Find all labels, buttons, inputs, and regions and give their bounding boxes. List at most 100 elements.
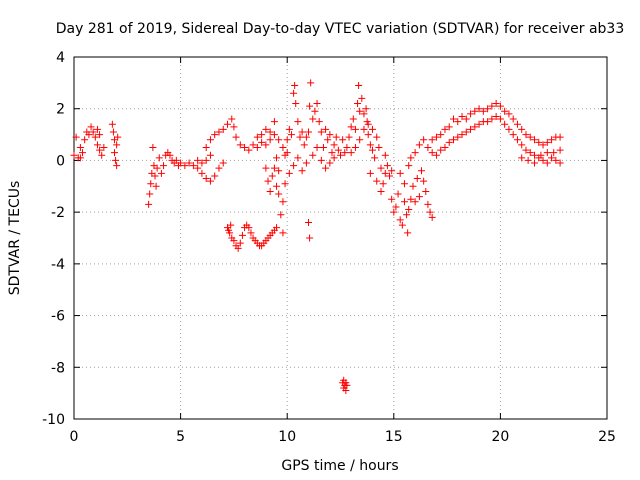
data-point-0-133 xyxy=(296,133,304,141)
data-point-0-303 xyxy=(531,159,539,167)
data-point-0-68 xyxy=(232,133,240,141)
data-point-0-201 xyxy=(377,187,385,195)
data-point-0-264 xyxy=(535,138,543,146)
data-point-0-190 xyxy=(383,162,391,170)
data-point-0-226 xyxy=(420,177,428,185)
data-point-0-223 xyxy=(413,175,421,183)
data-point-0-26 xyxy=(145,200,153,208)
data-point-0-238 xyxy=(424,144,432,151)
data-point-0-73 xyxy=(253,144,261,151)
data-point-0-153 xyxy=(337,151,344,159)
data-point-0-61 xyxy=(206,136,214,144)
data-point-0-141 xyxy=(311,107,319,115)
data-point-0-144 xyxy=(317,128,325,136)
data-point-0-185 xyxy=(373,133,381,141)
data-point-0-163 xyxy=(306,234,314,242)
data-point-0-186 xyxy=(375,144,383,151)
data-point-0-187 xyxy=(377,164,385,172)
data-point-0-240 xyxy=(432,133,440,141)
data-point-0-28 xyxy=(147,180,155,188)
data-point-0-232 xyxy=(400,180,408,188)
data-point-0-274 xyxy=(445,138,453,146)
data-point-0-63 xyxy=(215,128,223,136)
data-point-0-106 xyxy=(227,221,235,229)
y-tick-label-5: 0 xyxy=(56,153,65,169)
data-point-0-4 xyxy=(79,149,87,157)
data-point-0-132 xyxy=(294,118,302,126)
data-point-0-33 xyxy=(152,182,160,190)
data-point-0-202 xyxy=(381,151,389,159)
data-point-0-242 xyxy=(441,125,449,133)
data-point-0-70 xyxy=(241,144,249,151)
data-point-0-53 xyxy=(194,156,202,164)
data-point-0-138 xyxy=(306,102,314,110)
data-point-0-120 xyxy=(275,190,283,198)
x-tick-label-4: 20 xyxy=(491,429,509,445)
data-point-0-125 xyxy=(281,180,289,188)
data-point-0-66 xyxy=(228,115,236,123)
data-point-0-49 xyxy=(194,164,202,172)
data-point-0-1 xyxy=(72,133,80,141)
data-point-0-117 xyxy=(273,154,281,162)
data-point-0-135 xyxy=(300,141,308,149)
data-point-0-19 xyxy=(109,128,117,136)
data-point-0-111 xyxy=(270,118,278,126)
data-point-0-174 xyxy=(354,100,362,108)
data-point-0-156 xyxy=(343,144,351,151)
data-point-0-35 xyxy=(155,154,163,162)
data-point-0-159 xyxy=(294,154,302,162)
data-point-0-197 xyxy=(364,120,372,128)
data-point-0-108 xyxy=(258,131,266,139)
data-point-0-47 xyxy=(185,159,193,167)
data-point-0-88 xyxy=(238,231,246,239)
data-point-0-27 xyxy=(146,190,154,198)
data-point-0-247 xyxy=(462,115,470,123)
data-point-0-65 xyxy=(224,120,232,128)
data-point-0-121 xyxy=(277,211,285,219)
data-point-0-107 xyxy=(253,133,261,141)
data-point-0-259 xyxy=(513,120,521,128)
data-point-0-237 xyxy=(420,136,428,144)
data-point-0-116 xyxy=(270,164,278,172)
data-point-0-173 xyxy=(351,125,359,133)
data-point-0-246 xyxy=(458,112,466,120)
data-point-0-284 xyxy=(488,115,496,123)
data-point-0-267 xyxy=(548,136,556,144)
data-point-0-119 xyxy=(273,182,281,190)
data-point-0-87 xyxy=(236,239,244,247)
data-point-0-72 xyxy=(249,141,257,149)
data-point-0-234 xyxy=(407,154,415,162)
data-point-0-302 xyxy=(524,156,532,164)
data-point-0-175 xyxy=(355,81,363,89)
data-point-0-56 xyxy=(206,177,214,185)
data-point-0-182 xyxy=(366,141,374,149)
data-point-0-23 xyxy=(112,156,120,164)
data-point-0-306 xyxy=(550,149,558,157)
data-point-0-195 xyxy=(356,136,364,144)
data-point-0-37 xyxy=(160,162,168,170)
data-point-0-17 xyxy=(76,154,84,162)
data-point-0-92 xyxy=(247,229,255,237)
data-point-0-239 xyxy=(428,136,436,144)
data-point-0-21 xyxy=(111,149,119,157)
data-point-0-67 xyxy=(230,123,238,131)
data-point-0-209 xyxy=(342,379,350,387)
data-point-0-9 xyxy=(89,128,97,136)
data-point-0-129 xyxy=(290,89,298,97)
data-point-0-154 xyxy=(339,136,347,144)
data-point-0-262 xyxy=(526,133,534,141)
data-point-0-210 xyxy=(388,195,396,203)
data-point-0-127 xyxy=(285,125,293,133)
data-point-0-15 xyxy=(93,125,101,133)
data-point-0-14 xyxy=(100,144,108,151)
data-point-0-10 xyxy=(91,133,99,141)
data-point-0-206 xyxy=(342,387,350,395)
x-tick-label-0: 0 xyxy=(70,429,79,445)
data-point-0-118 xyxy=(275,167,283,175)
data-point-0-296 xyxy=(539,156,547,164)
data-point-0-18 xyxy=(108,120,116,128)
data-point-0-252 xyxy=(484,105,492,113)
data-point-0-105 xyxy=(225,226,233,234)
data-point-0-253 xyxy=(488,102,496,110)
